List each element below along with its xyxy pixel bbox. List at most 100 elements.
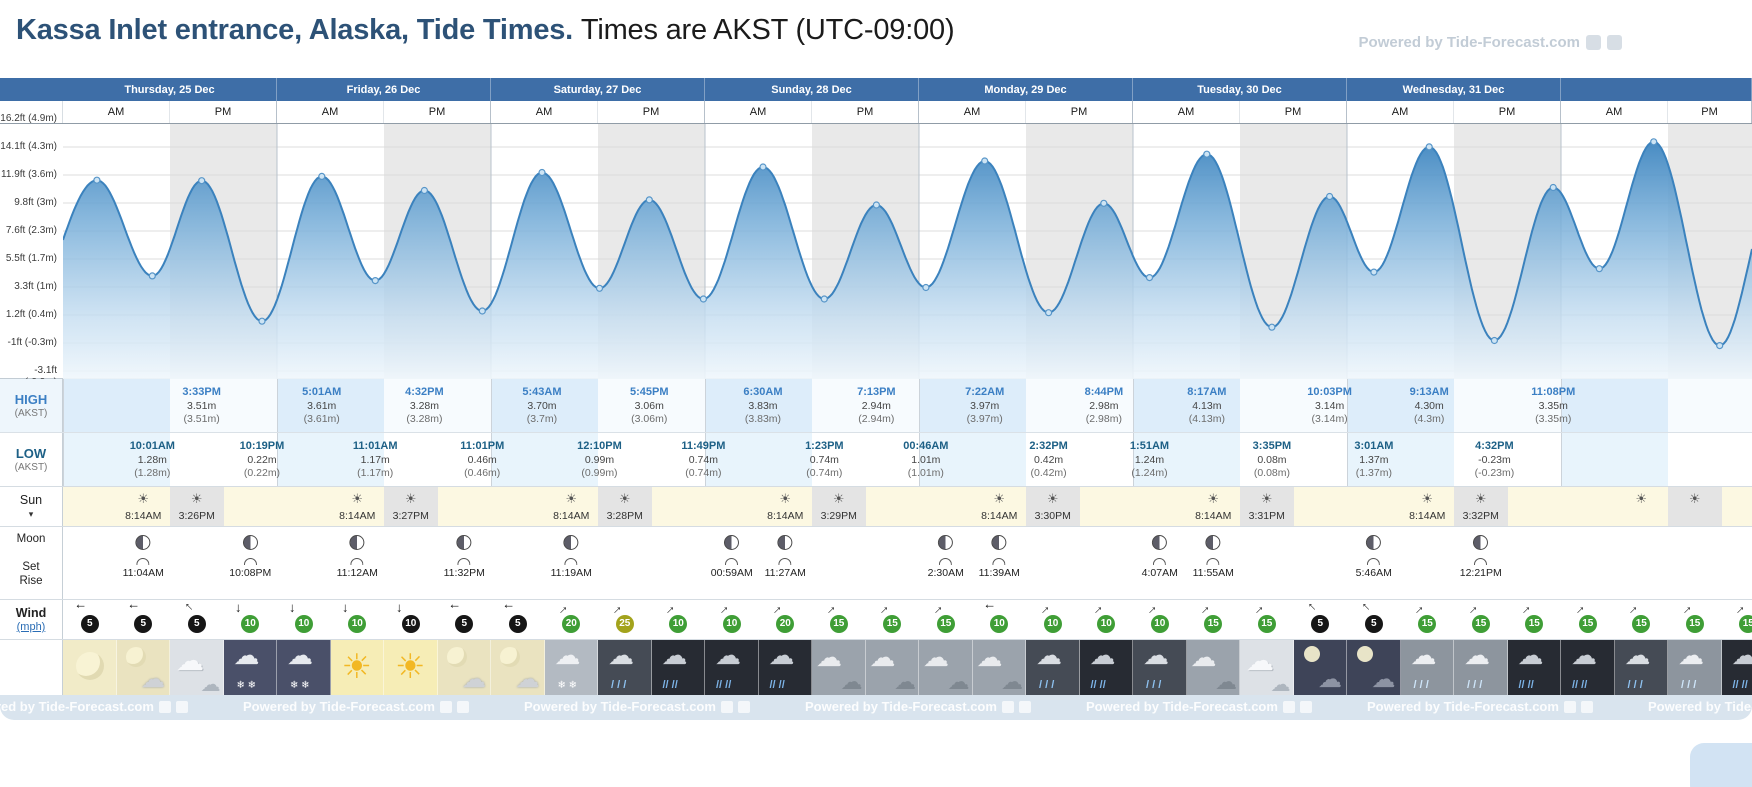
low-tide-time: 10:01AM — [129, 440, 175, 452]
low-tide-height: 0.46m — [467, 454, 497, 466]
ampm-spacer — [0, 101, 63, 123]
weather-icon-overcast — [972, 640, 1026, 695]
social-icon[interactable] — [1586, 35, 1601, 50]
low-tide-height: 0.08m — [1257, 454, 1287, 466]
wind-speed: 5 — [1311, 614, 1330, 633]
high-tide-entry: 5:43AM 3.70m (3.7m) — [522, 386, 561, 426]
pm-cell: PM — [1454, 101, 1561, 123]
low-tide-height-alt: (0.22m) — [243, 467, 281, 479]
wind-speed: 15 — [829, 614, 848, 633]
low-tide-height-alt: (1.28m) — [134, 467, 171, 479]
moon-rise-event: 11:04AM — [123, 535, 164, 579]
moon-rise-time: 11:19AM — [550, 567, 592, 579]
wind-speed: 10 — [241, 614, 260, 633]
sunset-icon: ☀ — [1260, 491, 1273, 506]
low-tide-height: 0.74m — [809, 454, 839, 466]
low-tide-height: 0.22m — [247, 454, 277, 466]
high-tide-entry: 11:08PM 3.35m (3.35m) — [1531, 386, 1575, 426]
sunset-icon: ☀ — [404, 491, 417, 506]
moon-rise-arc-icon — [564, 558, 578, 565]
wind-speed: 15 — [1632, 614, 1651, 633]
weather-icon-heavy-rain — [1507, 640, 1561, 695]
moon-label: Moon — [16, 533, 46, 545]
low-tide-time: 11:49PM — [681, 440, 726, 452]
sun-unit-toggle[interactable]: ▾ — [28, 509, 34, 519]
moon-rise-time: 11:55AM — [1192, 567, 1234, 579]
wind-speed: 5 — [187, 614, 206, 633]
sunrise-time: 8:14AM — [1195, 510, 1232, 522]
mph-unit-link[interactable]: (mph) — [16, 621, 46, 633]
high-tide-entry: 9:13AM 4.30m (4.3m) — [1410, 386, 1449, 426]
sun-day-7: ☀ 8:14AM ☀ 3:32PM — [1347, 487, 1561, 526]
low-tide-height-alt: (0.08m) — [1253, 467, 1291, 479]
wind-direction-arrow: → — [233, 602, 249, 615]
weather-icon-rain — [1026, 640, 1080, 695]
low-tide-time: 11:01AM — [352, 440, 398, 452]
chart-area: 16.2ft (4.9m) 14.1ft (4.3m) 11.9ft (3.6m) 9… — [0, 113, 1752, 388]
moon-phase-icon — [1205, 535, 1221, 550]
moon-set-event: 10:08PM — [229, 535, 271, 579]
day-header-3: Saturday, 27 Dec — [491, 78, 705, 101]
wind-speed: 5 — [1364, 614, 1383, 633]
high-tide-height-alt: (4.3m) — [1414, 413, 1445, 425]
wind-cell: → 10 — [224, 600, 278, 639]
wind-speed: 5 — [134, 614, 153, 633]
high-tide-time: 9:13AM — [1409, 386, 1449, 398]
corner-widget[interactable] — [1690, 743, 1752, 787]
sunset-icon: ☀ — [832, 491, 845, 506]
moon-rise-event: 11:12AM — [337, 535, 378, 579]
moon-phase-icon — [991, 535, 1007, 550]
wind-cell: → 5 — [117, 600, 171, 639]
sunset-icon: ☀ — [1046, 491, 1059, 506]
social-icon — [1580, 700, 1593, 713]
wind-cell: → 10 — [384, 600, 438, 639]
wind-speed: 15 — [1471, 614, 1490, 633]
wind-speed: 10 — [401, 614, 420, 633]
high-tide-height: 3.35m — [1538, 400, 1568, 412]
low-tide-height-alt: (1.01m) — [907, 467, 944, 479]
day-header-2: Friday, 26 Dec — [277, 78, 491, 101]
page-title-timezone: Times are AKST (UTC-09:00) — [580, 14, 955, 46]
wind-label: Wind — [15, 606, 47, 620]
moon-rise-event: 11:19AM — [551, 535, 592, 579]
high-tide-time: 6:30AM — [743, 386, 783, 398]
weather-icon-cloud-rain — [1454, 640, 1508, 695]
weather-icon-night-cloud — [1347, 640, 1401, 695]
watermark-text: Powered by Tide-Forecast.com — [524, 699, 716, 714]
wind-direction-arrow: → — [448, 601, 462, 616]
low-tide-height-alt: (0.74m) — [806, 467, 843, 479]
wind-speed: 10 — [348, 614, 367, 633]
wind-direction-arrow: → — [340, 602, 356, 615]
high-tide-height: 3.51m — [187, 400, 217, 412]
wind-cell: → 5 — [438, 600, 492, 639]
high-tide-height-alt: (3.51m) — [183, 413, 220, 425]
wind-speed: 5 — [508, 614, 527, 633]
am-cell: AM — [1347, 101, 1454, 123]
powered-by-link[interactable]: Powered by Tide-Forecast.com — [1359, 34, 1622, 51]
high-tide-time: 5:45PM — [630, 386, 669, 398]
social-icon — [1563, 700, 1576, 713]
wind-speed: 10 — [1150, 614, 1169, 633]
social-icon[interactable] — [1607, 35, 1622, 50]
low-tide-time: 1:23PM — [805, 440, 844, 452]
y-axis-tick: 3.3ft (1m) — [14, 281, 57, 292]
low-tide-time: 1:51AM — [1129, 440, 1170, 452]
wind-cell: → 15 — [1401, 599, 1455, 639]
high-tide-time: 7:13PM — [857, 386, 896, 398]
weather-icon-overcast — [812, 640, 866, 695]
low-tide-entry: 10:01AM 1.28m (1.28m) — [130, 440, 175, 480]
titlebar: Kassa Inlet entrance, Alaska, Tide Times… — [0, 14, 1752, 78]
wind-speed: 15 — [936, 614, 955, 633]
day-header-4: Sunday, 28 Dec — [705, 78, 919, 101]
weather-icon-rain — [1133, 640, 1187, 695]
wind-speed: 15 — [1685, 614, 1704, 633]
high-tide-entry: 4:32PM 3.28m (3.28m) — [405, 386, 444, 426]
wind-speed: 10 — [1097, 614, 1116, 633]
high-tide-time: 7:22AM — [965, 386, 1005, 398]
moon-row: Moon Set Rise 11:04AM 10:08PM 11:12AM 11:32… — [0, 526, 1752, 599]
wind-speed: 15 — [1257, 614, 1276, 633]
sunrise-icon: ☀ — [779, 491, 792, 506]
wind-cell: → 5 — [1347, 599, 1401, 639]
sunrise-time: 8:14AM — [767, 510, 804, 522]
moon-set-time: 00:59AM — [710, 567, 753, 579]
